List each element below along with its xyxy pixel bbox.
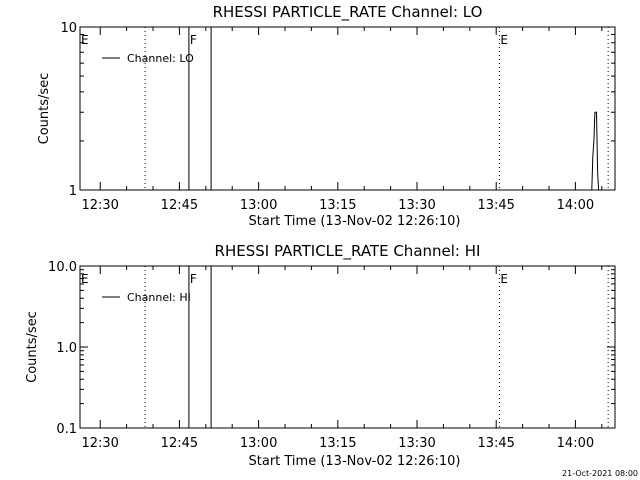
x-axis-label: Start Time (13-Nov-02 12:26:10): [249, 454, 461, 469]
flag-label: F: [190, 272, 197, 286]
x-tick-label: 13:30: [398, 198, 435, 213]
y-tick-label: 1: [69, 184, 77, 199]
y-tick-label: 10: [60, 21, 77, 36]
x-tick-label: 13:30: [398, 436, 435, 451]
x-tick-label: 12:45: [161, 436, 198, 451]
plot-frame: [79, 26, 616, 191]
x-tick-label: 13:45: [477, 198, 514, 213]
y-axis-label: Counts/sec: [37, 73, 52, 145]
footer-timestamp: 21-Oct-2021 08:00: [562, 469, 638, 478]
panel-lo: RHESSI PARTICLE_RATE Channel: LO 12:30 12:…: [37, 3, 616, 229]
x-tick-label: 12:30: [81, 198, 118, 213]
x-tick-label: 12:45: [161, 198, 198, 213]
series-line: [591, 111, 600, 191]
panel-hi: RHESSI PARTICLE_RATE Channel: HI 12:30 12:…: [25, 242, 616, 469]
x-tick-label: 13:15: [319, 436, 356, 451]
x-tick-label: 14:00: [557, 198, 594, 213]
flag-label: E: [500, 272, 508, 286]
flag-label: F: [190, 33, 197, 47]
x-tick-label: 13:45: [477, 436, 514, 451]
x-tick-label: 14:00: [557, 436, 594, 451]
flag-label: E: [81, 272, 89, 286]
x-tick-label: 13:15: [319, 198, 356, 213]
chart-title: RHESSI PARTICLE_RATE Channel: HI: [215, 242, 481, 261]
x-tick-label: 13:00: [240, 198, 277, 213]
flag-label: E: [81, 33, 89, 47]
chart-title: RHESSI PARTICLE_RATE Channel: LO: [213, 3, 483, 22]
y-tick-label: 1.0: [56, 341, 77, 356]
legend-label: Channel: HI: [127, 291, 191, 304]
x-axis-label: Start Time (13-Nov-02 12:26:10): [249, 214, 461, 229]
legend-label: Channel: LO: [127, 52, 194, 65]
y-tick-label: 0.1: [56, 422, 77, 437]
flag-label: E: [500, 33, 508, 47]
y-tick-label: 10.0: [48, 260, 77, 275]
x-tick-label: 12:30: [81, 436, 118, 451]
y-axis-label: Counts/sec: [25, 311, 40, 383]
x-tick-label: 13:00: [240, 436, 277, 451]
